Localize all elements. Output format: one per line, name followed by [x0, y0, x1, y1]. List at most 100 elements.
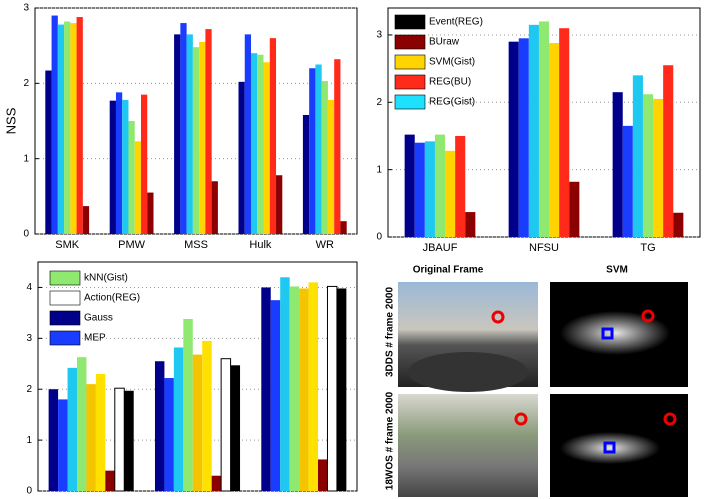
bar — [455, 136, 465, 237]
bar — [128, 121, 134, 234]
bar — [124, 391, 133, 491]
bar — [187, 34, 193, 234]
y-tick-label: 2 — [23, 78, 29, 89]
bar — [122, 100, 128, 234]
x-tick-label: WR — [316, 239, 334, 251]
y-tick-label: 0 — [376, 232, 382, 243]
bar — [519, 38, 529, 237]
bar — [315, 65, 321, 235]
saliency-blob — [560, 432, 660, 464]
bar — [425, 141, 435, 237]
bar — [559, 28, 569, 237]
legend-swatch — [395, 35, 425, 49]
bar — [613, 92, 623, 237]
row-label: 3DDS # frame 2000 — [385, 287, 396, 377]
bar — [653, 99, 663, 237]
bar — [290, 286, 299, 491]
x-tick-label: PMW — [118, 239, 146, 251]
bar — [115, 388, 124, 491]
bar — [415, 143, 425, 237]
y-tick-label: 3 — [23, 3, 29, 14]
bar — [49, 389, 58, 491]
bar — [337, 288, 346, 491]
legend-swatch — [50, 331, 80, 345]
y-tick-label: 0 — [23, 229, 29, 240]
bar — [45, 71, 51, 234]
bar — [465, 212, 475, 237]
bar — [221, 359, 230, 491]
bar — [77, 17, 83, 234]
y-tick-label: 4 — [26, 282, 32, 293]
bar — [141, 95, 147, 234]
bar — [445, 151, 455, 237]
y-tick-label: 3 — [26, 333, 32, 344]
bar — [239, 82, 245, 234]
figure: Original Frame SVM 3DDS # frame 2000 18W… — [0, 0, 708, 499]
legend-label: BUraw — [429, 37, 460, 48]
bar — [322, 81, 328, 234]
bar — [68, 368, 77, 491]
row-label: 18WOS # frame 2000 — [385, 391, 396, 490]
bar — [633, 75, 643, 237]
legend-label: Gauss — [84, 313, 113, 324]
legend-swatch — [50, 291, 80, 305]
bar — [70, 23, 76, 234]
bar — [52, 16, 58, 234]
bar — [110, 101, 116, 234]
bar — [58, 25, 64, 234]
column-title: SVM — [606, 265, 628, 276]
bar — [193, 47, 199, 234]
bar — [86, 384, 95, 491]
bar — [340, 221, 346, 234]
legend-label: Action(REG) — [84, 293, 140, 304]
bar — [155, 361, 164, 491]
bar — [199, 42, 205, 234]
legend-swatch — [395, 95, 425, 109]
bar — [309, 68, 315, 234]
bar — [280, 277, 289, 491]
bar — [64, 22, 70, 234]
bar — [58, 399, 67, 491]
x-tick-label: MSS — [184, 239, 208, 251]
x-tick-label: JBAUF — [423, 242, 458, 254]
legend-swatch — [395, 55, 425, 69]
legend-swatch — [395, 75, 425, 89]
bar — [264, 62, 270, 234]
y-tick-label: 1 — [376, 164, 382, 175]
x-tick-label: Hulk — [249, 239, 272, 251]
y-tick-label: 0 — [26, 486, 32, 497]
frame-image — [398, 394, 538, 497]
x-tick-label: TG — [640, 242, 655, 254]
bar — [257, 55, 263, 234]
bar — [405, 135, 415, 237]
bar — [83, 206, 89, 234]
bar — [509, 42, 519, 237]
bar — [77, 357, 86, 491]
y-tick-label: 2 — [26, 384, 32, 395]
bar — [174, 347, 183, 491]
dashboard — [408, 352, 528, 392]
bar — [231, 365, 240, 491]
bar — [174, 34, 180, 234]
x-tick-label: NFSU — [529, 242, 559, 254]
bar — [105, 471, 114, 491]
bar — [271, 300, 280, 491]
bar — [309, 282, 318, 491]
bar — [251, 53, 257, 234]
legend-swatch — [50, 311, 80, 325]
bar — [529, 25, 539, 237]
bar — [135, 141, 141, 234]
y-tick-label: 1 — [26, 435, 32, 446]
bar — [318, 459, 327, 491]
bar — [334, 59, 340, 234]
legend-label: SVM(Gist) — [429, 57, 475, 68]
bar — [569, 182, 579, 237]
bar — [164, 378, 173, 491]
bar — [212, 181, 218, 234]
bar — [663, 65, 673, 237]
bar — [276, 175, 282, 234]
y-tick-label: 2 — [376, 97, 382, 108]
legend-label: REG(Gist) — [429, 97, 475, 108]
y-tick-label: 3 — [376, 30, 382, 41]
